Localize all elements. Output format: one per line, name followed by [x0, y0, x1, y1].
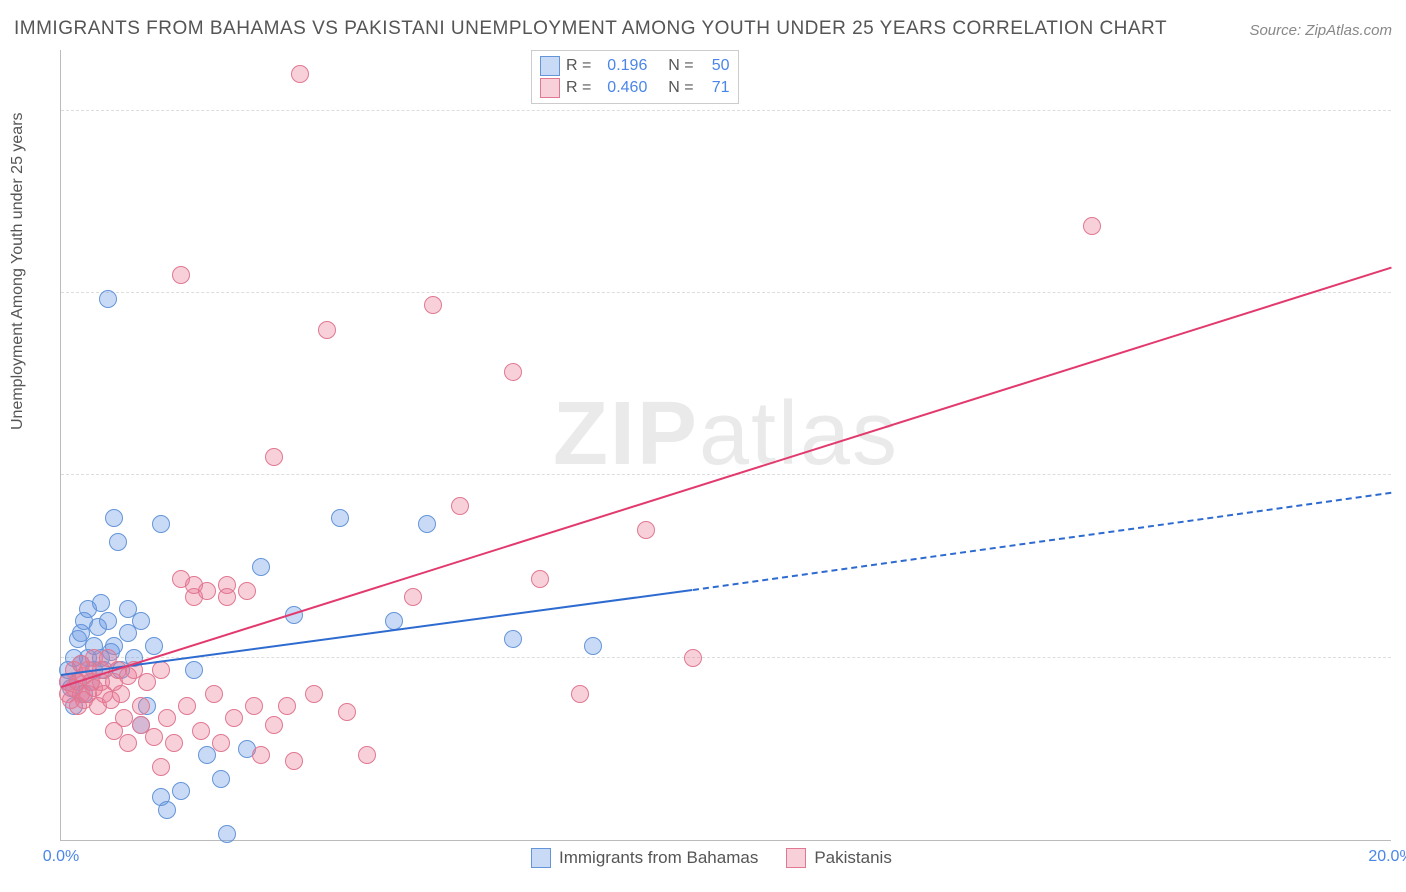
scatter-point — [225, 709, 243, 727]
x-tick-label: 20.0% — [1368, 848, 1406, 866]
legend-series-item: Pakistanis — [786, 848, 891, 868]
scatter-point — [291, 65, 309, 83]
scatter-point — [338, 703, 356, 721]
scatter-point — [584, 637, 602, 655]
scatter-point — [172, 782, 190, 800]
scatter-point — [99, 612, 117, 630]
scatter-point — [285, 752, 303, 770]
legend-series: Immigrants from Bahamas Pakistanis — [531, 848, 892, 868]
scatter-point — [252, 558, 270, 576]
legend-swatch — [540, 78, 560, 98]
scatter-point — [212, 734, 230, 752]
chart-title: IMMIGRANTS FROM BAHAMAS VS PAKISTANI UNE… — [14, 18, 1167, 40]
scatter-point — [418, 515, 436, 533]
scatter-point — [265, 448, 283, 466]
scatter-point — [571, 685, 589, 703]
scatter-point — [99, 290, 117, 308]
y-axis-label: Unemployment Among Youth under 25 years — [9, 112, 27, 430]
scatter-point — [245, 697, 263, 715]
scatter-point — [115, 709, 133, 727]
scatter-point — [152, 661, 170, 679]
legend-series-label: Immigrants from Bahamas — [559, 848, 758, 868]
legend-swatch — [786, 848, 806, 868]
scatter-point — [218, 825, 236, 843]
scatter-point — [165, 734, 183, 752]
legend-stats: R = 0.196 N = 50 R = 0.460 N = 71 — [531, 50, 739, 104]
scatter-point — [252, 746, 270, 764]
scatter-point — [504, 630, 522, 648]
scatter-point — [218, 588, 236, 606]
gridline — [61, 657, 1391, 658]
scatter-point — [198, 582, 216, 600]
scatter-point — [119, 734, 137, 752]
scatter-point — [451, 497, 469, 515]
n-value: 50 — [700, 55, 730, 77]
scatter-point — [1083, 217, 1101, 235]
legend-series-label: Pakistanis — [814, 848, 891, 868]
watermark-rest: atlas — [699, 384, 899, 484]
trend-line — [693, 492, 1392, 591]
scatter-point — [238, 582, 256, 600]
y-tick-label: 15.0% — [1396, 631, 1406, 649]
scatter-point — [158, 709, 176, 727]
scatter-point — [358, 746, 376, 764]
scatter-point — [404, 588, 422, 606]
gridline — [61, 292, 1391, 293]
trend-line — [61, 589, 693, 676]
scatter-point — [684, 649, 702, 667]
r-label: R = — [566, 55, 591, 77]
legend-series-item: Immigrants from Bahamas — [531, 848, 758, 868]
scatter-point — [192, 722, 210, 740]
x-tick-label: 0.0% — [43, 848, 79, 866]
n-value: 71 — [700, 77, 730, 99]
scatter-point — [504, 363, 522, 381]
gridline — [61, 110, 1391, 111]
scatter-point — [531, 570, 549, 588]
legend-swatch — [531, 848, 551, 868]
scatter-point — [145, 728, 163, 746]
r-label: R = — [566, 77, 591, 99]
scatter-point — [318, 321, 336, 339]
scatter-point — [637, 521, 655, 539]
r-value: 0.460 — [597, 77, 647, 99]
scatter-point — [331, 509, 349, 527]
r-value: 0.196 — [597, 55, 647, 77]
y-tick-label: 60.0% — [1396, 84, 1406, 102]
scatter-point — [305, 685, 323, 703]
trend-line — [61, 267, 1392, 688]
scatter-point — [105, 509, 123, 527]
legend-stat-row: R = 0.460 N = 71 — [540, 77, 730, 99]
chart-container: IMMIGRANTS FROM BAHAMAS VS PAKISTANI UNE… — [0, 0, 1406, 892]
scatter-point — [152, 758, 170, 776]
scatter-point — [158, 801, 176, 819]
watermark: ZIPatlas — [553, 383, 899, 486]
scatter-point — [185, 661, 203, 679]
scatter-point — [152, 515, 170, 533]
scatter-point — [172, 266, 190, 284]
scatter-point — [178, 697, 196, 715]
y-tick-label: 45.0% — [1396, 266, 1406, 284]
source-label: Source: ZipAtlas.com — [1249, 22, 1392, 39]
n-label: N = — [668, 55, 693, 77]
scatter-point — [109, 533, 127, 551]
legend-stat-row: R = 0.196 N = 50 — [540, 55, 730, 77]
scatter-point — [212, 770, 230, 788]
scatter-point — [278, 697, 296, 715]
scatter-point — [92, 594, 110, 612]
scatter-point — [145, 637, 163, 655]
scatter-point — [132, 697, 150, 715]
n-label: N = — [668, 77, 693, 99]
y-tick-label: 30.0% — [1396, 448, 1406, 466]
scatter-point — [265, 716, 283, 734]
legend-swatch — [540, 56, 560, 76]
scatter-point — [132, 612, 150, 630]
scatter-point — [424, 296, 442, 314]
plot-area: ZIPatlas 15.0%30.0%45.0%60.0%0.0%20.0%R … — [60, 50, 1391, 841]
watermark-bold: ZIP — [553, 384, 699, 484]
scatter-point — [112, 685, 130, 703]
scatter-point — [205, 685, 223, 703]
